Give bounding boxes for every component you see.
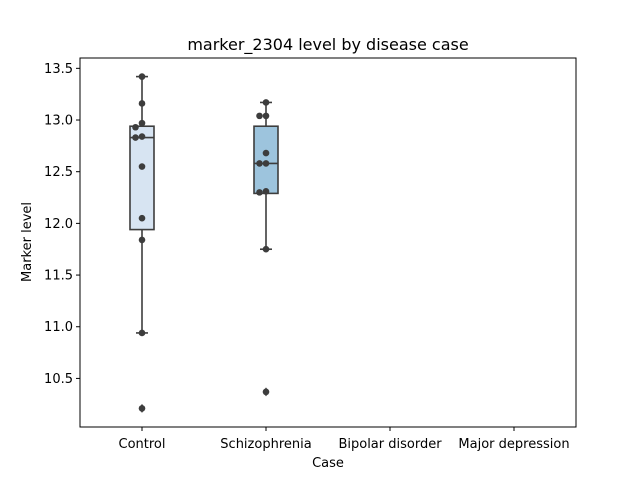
data-point bbox=[256, 160, 263, 167]
y-tick-label: 12.5 bbox=[44, 165, 73, 180]
box-body bbox=[129, 125, 155, 231]
box-body bbox=[253, 125, 279, 195]
y-tick-label: 10.5 bbox=[44, 372, 73, 387]
x-axis: Control Schizophrenia Bipolar disorder Majo… bbox=[119, 427, 570, 452]
x-tick-label: Control bbox=[119, 437, 166, 452]
data-point bbox=[138, 133, 146, 140]
data-point bbox=[138, 214, 146, 222]
x-tick-label: Schizophrenia bbox=[220, 437, 311, 452]
data-point bbox=[138, 236, 146, 244]
data-point bbox=[262, 388, 270, 396]
data-point bbox=[262, 188, 270, 195]
y-axis: 10.5 11.0 11.5 12.0 12.5 13.0 13.5 bbox=[44, 62, 80, 387]
points-schizophrenia bbox=[256, 99, 270, 396]
data-point bbox=[138, 100, 146, 107]
points-control bbox=[132, 73, 146, 412]
plot-area bbox=[129, 73, 279, 413]
data-point bbox=[256, 189, 263, 196]
data-point bbox=[256, 112, 263, 120]
data-point bbox=[138, 119, 146, 127]
x-tick-label: Bipolar disorder bbox=[338, 437, 442, 452]
data-point bbox=[138, 163, 146, 170]
data-point bbox=[132, 123, 139, 131]
data-point bbox=[262, 245, 270, 253]
x-axis-label: Case bbox=[312, 456, 344, 471]
y-axis-label: Marker level bbox=[20, 202, 35, 282]
y-tick-label: 11.0 bbox=[44, 320, 73, 335]
data-point bbox=[262, 112, 270, 120]
y-tick-label: 11.5 bbox=[44, 269, 73, 284]
y-tick-label: 13.0 bbox=[44, 114, 73, 129]
y-tick-label: 12.0 bbox=[44, 217, 73, 232]
data-point bbox=[138, 405, 146, 412]
chart-title: marker_2304 level by disease case bbox=[187, 35, 468, 55]
y-tick-label: 13.5 bbox=[44, 62, 73, 77]
data-point bbox=[262, 160, 270, 167]
data-point bbox=[138, 73, 146, 80]
data-point bbox=[138, 329, 146, 337]
data-point bbox=[262, 149, 270, 157]
box-control bbox=[129, 75, 155, 413]
x-tick-label: Major depression bbox=[458, 437, 569, 452]
data-point bbox=[132, 134, 139, 141]
plot-frame bbox=[79, 57, 577, 428]
data-point bbox=[262, 99, 270, 106]
